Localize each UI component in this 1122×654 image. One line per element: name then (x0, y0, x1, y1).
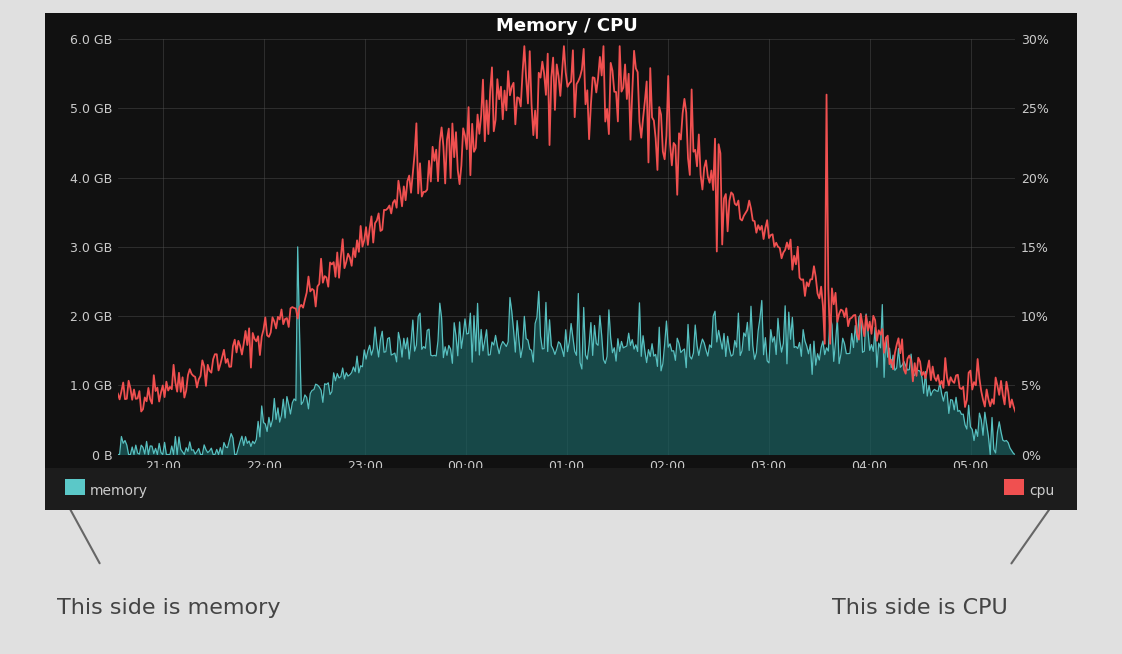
Title: Memory / CPU: Memory / CPU (496, 17, 637, 35)
Text: cpu: cpu (1029, 484, 1055, 498)
Text: This side is memory: This side is memory (56, 598, 280, 618)
Text: memory: memory (90, 484, 148, 498)
Text: This side is CPU: This side is CPU (833, 598, 1008, 618)
